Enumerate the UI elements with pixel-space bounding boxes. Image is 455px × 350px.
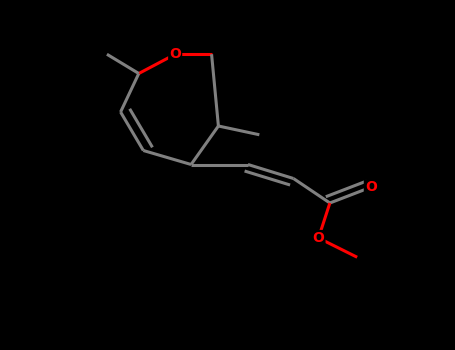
Text: O: O bbox=[365, 180, 377, 194]
Text: O: O bbox=[313, 231, 324, 245]
Text: O: O bbox=[169, 47, 181, 61]
